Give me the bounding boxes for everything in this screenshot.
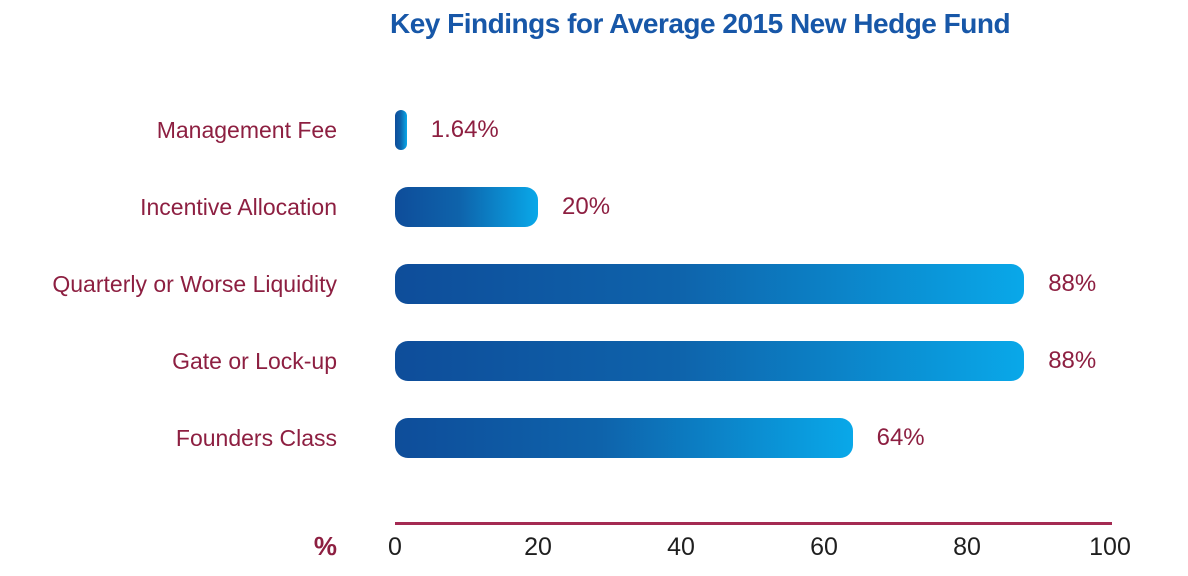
value-label: 1.64%	[430, 116, 499, 143]
chart-title: Key Findings for Average 2015 New Hedge …	[390, 8, 1011, 39]
x-axis-tick-label: 20	[524, 533, 552, 561]
category-label: Quarterly or Worse Liquidity	[52, 271, 337, 297]
x-axis-line	[395, 522, 1112, 525]
value-label: 20%	[562, 193, 611, 220]
bar	[395, 418, 853, 458]
category-label: Management Fee	[156, 117, 337, 143]
category-label: Founders Class	[175, 425, 337, 451]
x-axis-tick-label: 0	[388, 533, 402, 561]
category-label: Gate or Lock-up	[172, 348, 337, 374]
x-axis-unit-label: %	[313, 531, 337, 561]
value-label: 88%	[1048, 270, 1097, 297]
x-axis-tick-label: 40	[667, 533, 695, 561]
x-axis-tick-label: 80	[953, 533, 981, 561]
x-axis-tick-label: 100	[1089, 533, 1131, 561]
bar	[395, 264, 1025, 304]
bar	[395, 341, 1025, 381]
value-label: 88%	[1048, 347, 1097, 374]
category-label: Incentive Allocation	[140, 194, 337, 220]
bar	[395, 187, 538, 227]
bar	[395, 110, 407, 150]
x-axis-tick-label: 60	[810, 533, 838, 561]
value-label: 64%	[876, 424, 925, 451]
